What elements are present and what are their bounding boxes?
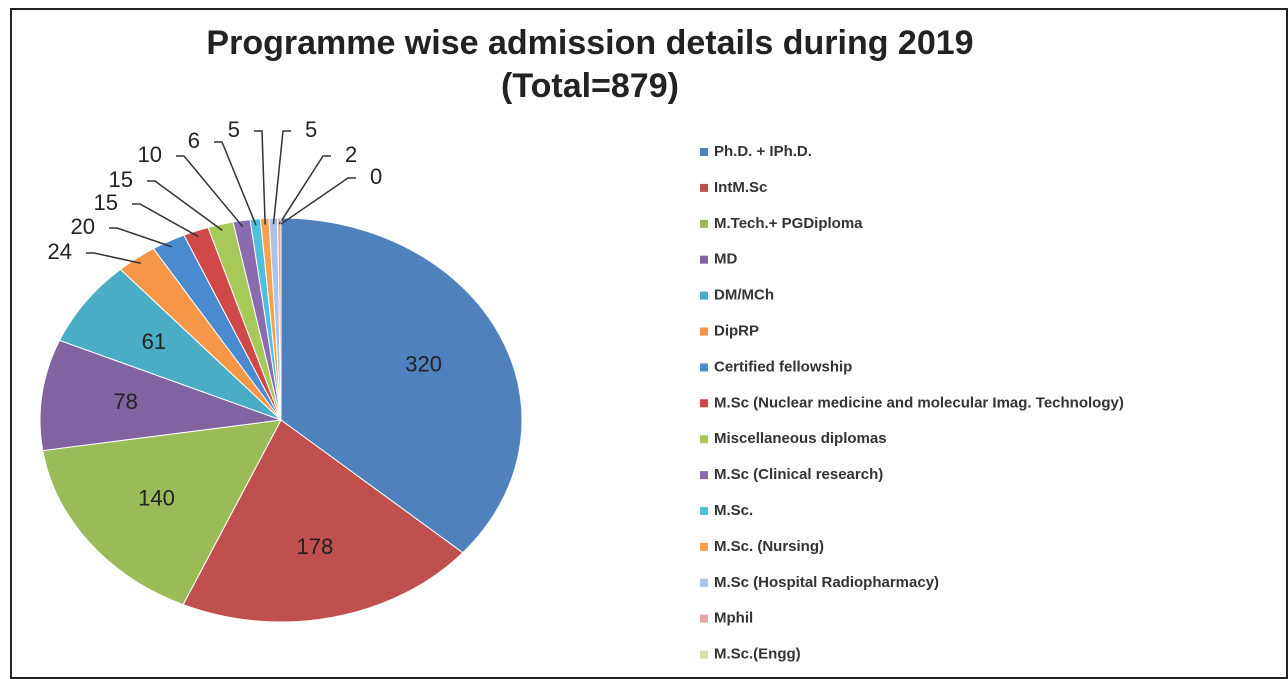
data-label: 20 bbox=[71, 214, 95, 239]
legend-swatch bbox=[700, 219, 708, 228]
legend-label: M.Sc (Hospital Radiopharmacy) bbox=[714, 574, 939, 591]
data-label: 140 bbox=[138, 486, 175, 511]
leader-line bbox=[280, 177, 356, 225]
data-label: 5 bbox=[228, 117, 240, 142]
leader-line bbox=[109, 227, 173, 248]
data-label: 24 bbox=[48, 239, 72, 264]
leader-line bbox=[132, 203, 199, 238]
data-label: 61 bbox=[142, 329, 166, 354]
data-label: 2 bbox=[345, 142, 357, 167]
data-label: 15 bbox=[109, 167, 133, 192]
pie-slice bbox=[42, 419, 282, 606]
leader-line bbox=[214, 141, 257, 226]
legend-swatch bbox=[700, 471, 708, 480]
legend-swatch bbox=[700, 578, 708, 587]
legend-label: Mphil bbox=[714, 610, 753, 627]
leader-line bbox=[147, 180, 223, 231]
legend-swatch bbox=[700, 614, 708, 623]
legend-swatch bbox=[700, 255, 708, 264]
legend-label: Ph.D. + IPh.D. bbox=[714, 143, 812, 160]
data-label: 5 bbox=[305, 117, 317, 142]
pie-slice bbox=[39, 339, 282, 452]
legend-swatch bbox=[700, 291, 708, 300]
chart-title: Programme wise admission details during … bbox=[206, 24, 973, 62]
data-label: 78 bbox=[113, 389, 137, 414]
legend-swatch bbox=[700, 148, 708, 156]
legend-swatch bbox=[700, 363, 708, 372]
legend-label: DM/MCh bbox=[714, 287, 774, 304]
legend-swatch bbox=[700, 435, 708, 444]
leader-line bbox=[254, 130, 266, 225]
data-label: 0 bbox=[370, 164, 382, 189]
legend-label: Miscellaneous diplomas bbox=[714, 430, 887, 447]
data-label: 15 bbox=[94, 190, 118, 215]
pie-slice bbox=[58, 268, 282, 421]
legend-swatch bbox=[700, 183, 708, 192]
legend-swatch bbox=[700, 650, 708, 659]
data-label: 320 bbox=[405, 351, 442, 376]
legend-label: M.Sc.(Engg) bbox=[714, 646, 801, 663]
pie-slice bbox=[280, 217, 523, 554]
leader-line bbox=[86, 252, 141, 264]
legend-label: Certified fellowship bbox=[714, 358, 852, 375]
leader-line bbox=[272, 130, 291, 225]
legend-label: M.Sc. (Nursing) bbox=[714, 538, 824, 555]
leader-line bbox=[176, 155, 244, 228]
legend-swatch bbox=[700, 327, 708, 336]
legend-label: MD bbox=[714, 251, 737, 268]
pie-slice bbox=[182, 419, 464, 623]
data-label: 10 bbox=[138, 142, 162, 167]
data-label: 178 bbox=[297, 534, 334, 559]
legend-label: M.Sc. bbox=[714, 502, 753, 519]
legend-swatch bbox=[700, 507, 708, 515]
leader-line bbox=[278, 155, 331, 225]
chart-subtitle: (Total=879) bbox=[501, 67, 679, 105]
legend-label: M.Sc (Nuclear medicine and molecular Ima… bbox=[714, 394, 1124, 411]
legend-label: DipRP bbox=[714, 322, 759, 339]
legend-swatch bbox=[700, 542, 708, 551]
data-label: 6 bbox=[188, 128, 200, 153]
legend-label: M.Tech.+ PGDiploma bbox=[714, 215, 863, 232]
legend-label: IntM.Sc bbox=[714, 179, 767, 196]
legend-swatch bbox=[700, 399, 708, 408]
legend-label: M.Sc (Clinical research) bbox=[714, 466, 883, 483]
